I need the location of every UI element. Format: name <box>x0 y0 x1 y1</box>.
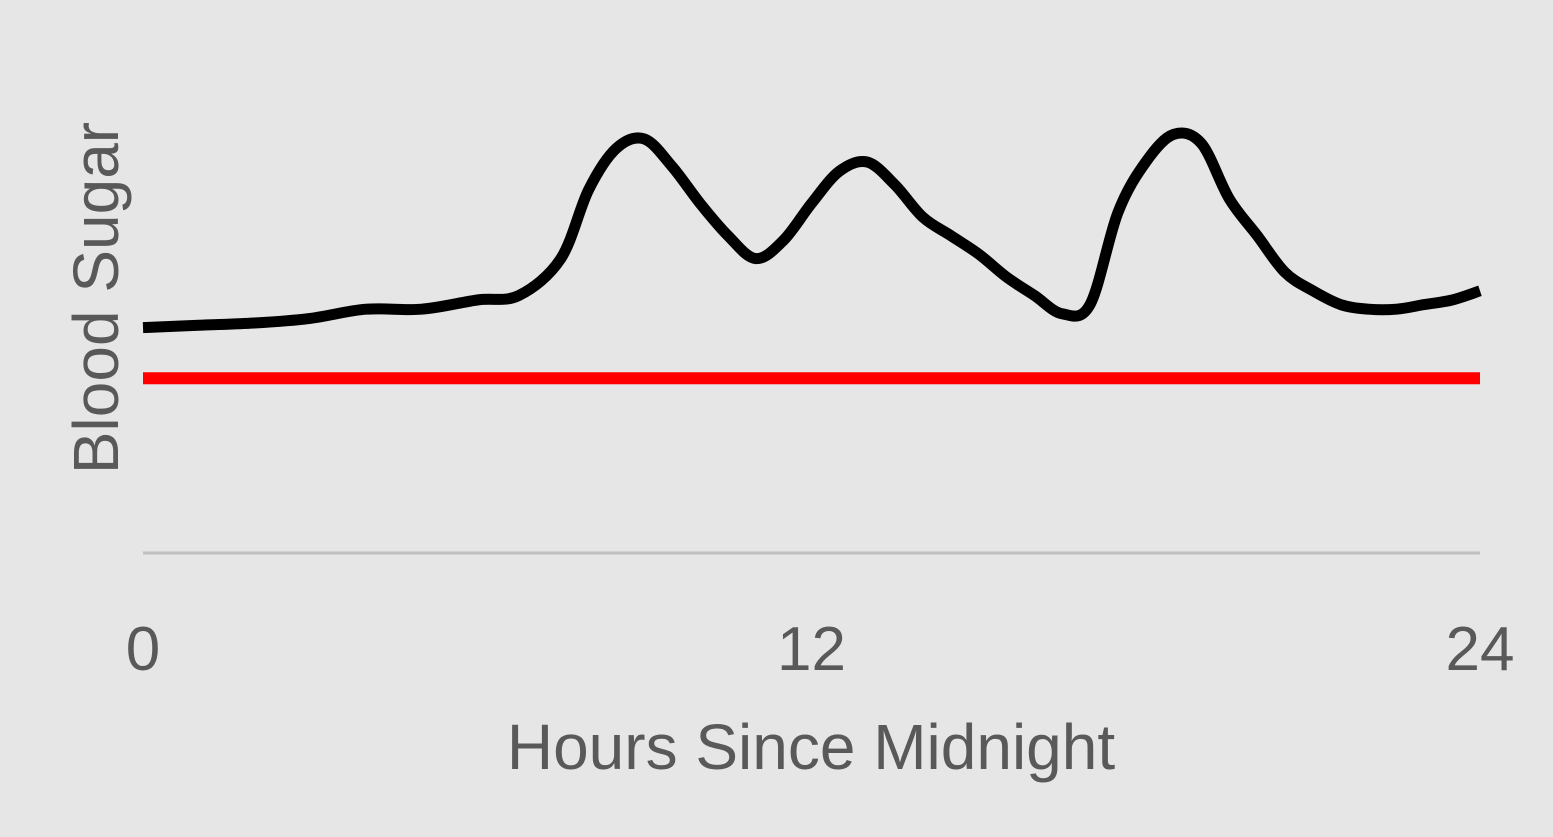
x-tick-label: 24 <box>1446 615 1515 684</box>
plot-area <box>142 127 1482 555</box>
x-tick-label: 0 <box>126 615 160 684</box>
y-axis-title: Blood Sugar <box>60 122 132 474</box>
x-axis-title: Hours Since Midnight <box>507 711 1116 783</box>
blood-sugar-line <box>142 127 1482 334</box>
x-tick-labels: 0 12 24 <box>126 615 1515 684</box>
x-tick-label: 12 <box>777 615 846 684</box>
